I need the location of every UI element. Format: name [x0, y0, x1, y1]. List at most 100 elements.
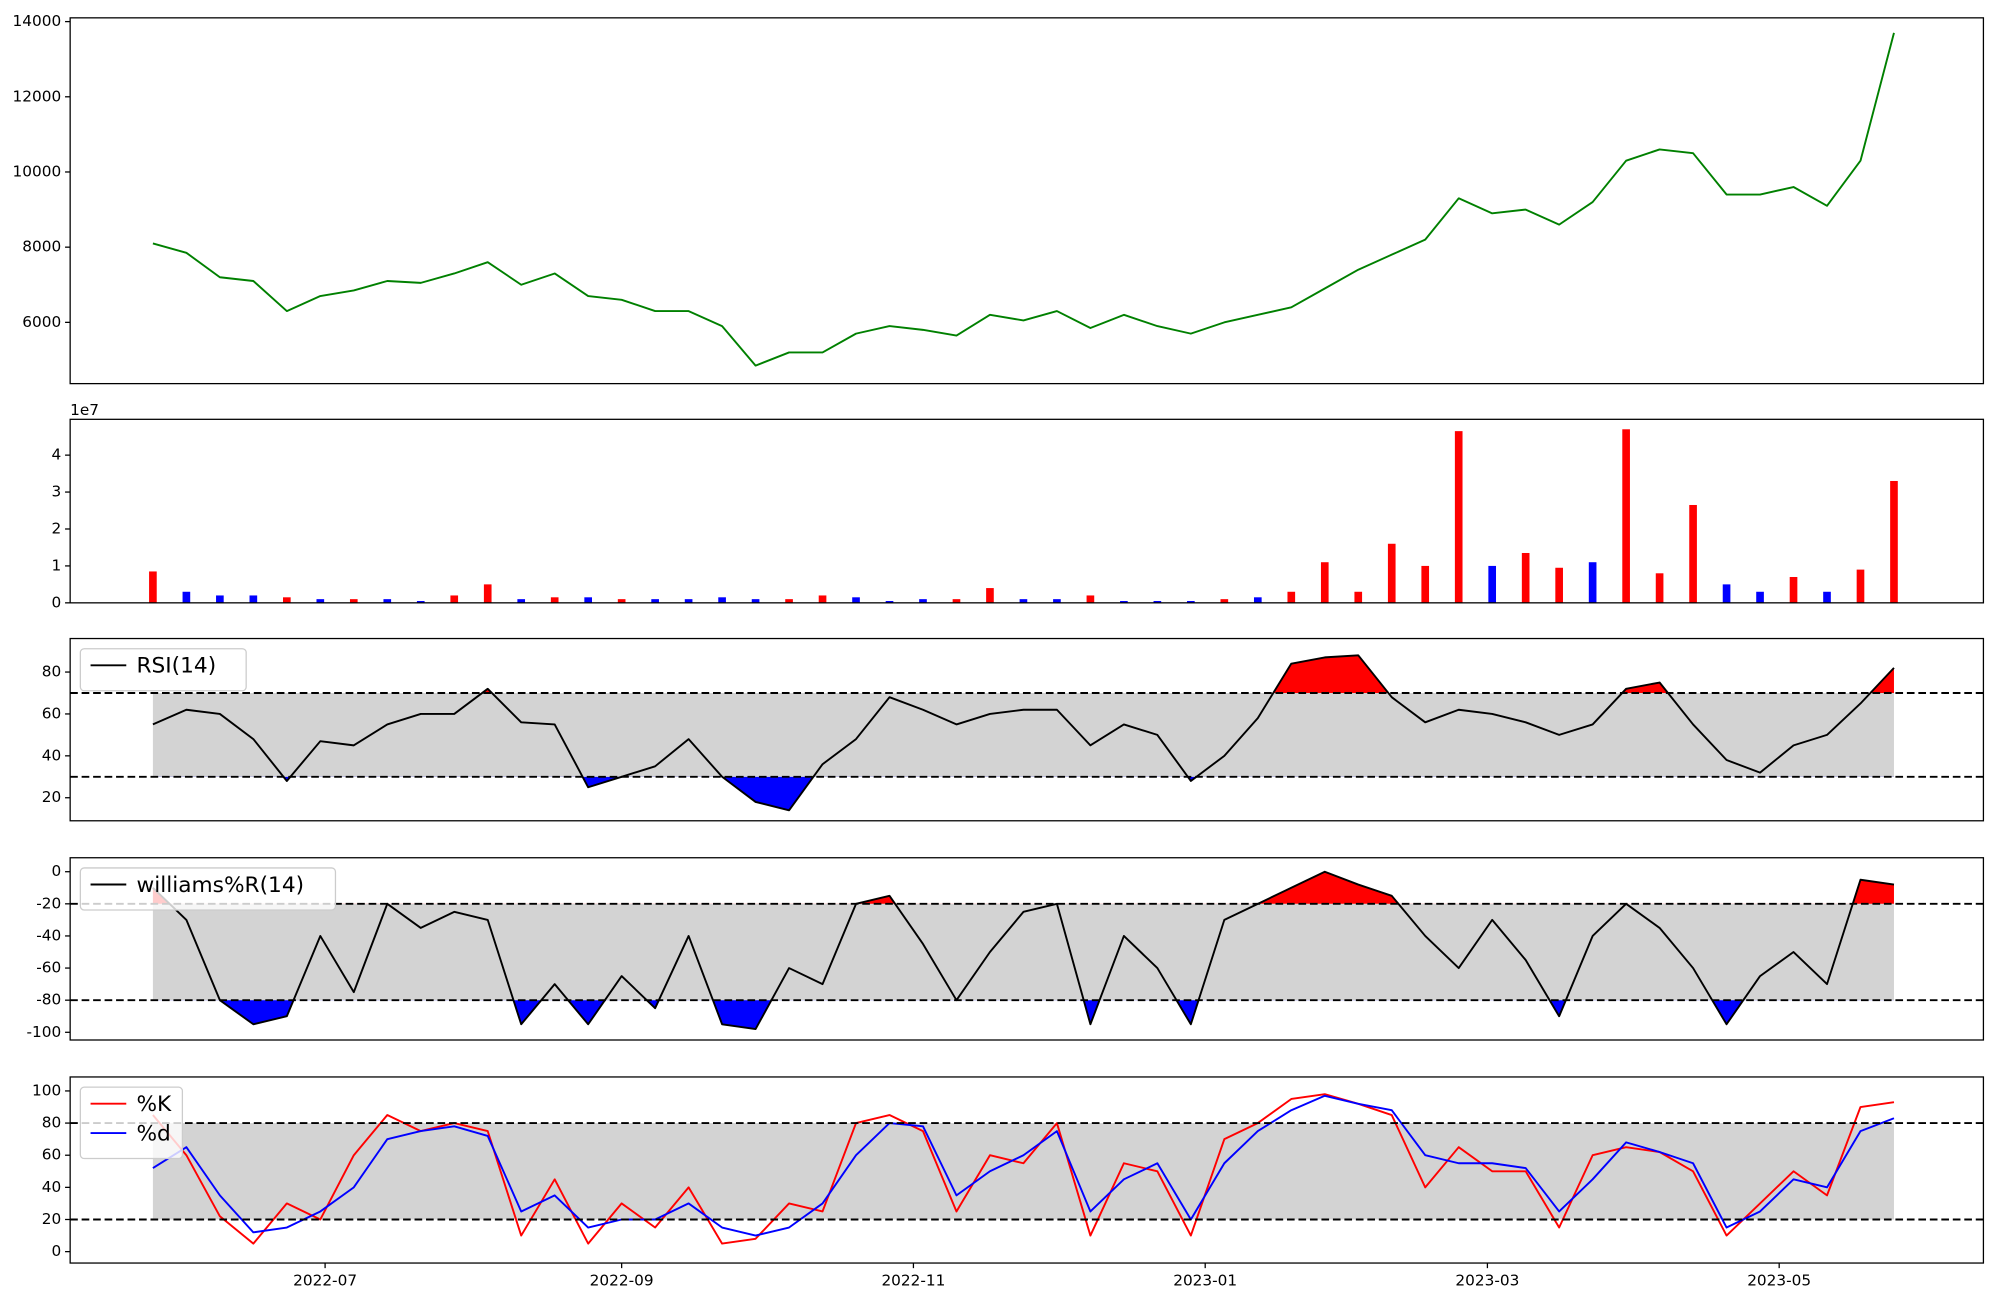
volume-bar	[216, 595, 224, 603]
panel-frame	[69, 1076, 1985, 1264]
volume-bar	[617, 599, 626, 603]
y-tick-label: 100	[32, 1081, 61, 1099]
y-tick-label: 20	[42, 1210, 61, 1228]
y-tick-label: 1	[51, 556, 61, 574]
legend-box	[79, 867, 337, 911]
volume-bar	[1756, 591, 1764, 603]
volume-bar	[818, 595, 827, 603]
volume-bar	[718, 597, 726, 603]
panel-frame	[69, 418, 1985, 604]
y-tick-label: 0	[51, 1242, 61, 1260]
x-tick-label: 2023-01	[1173, 1271, 1237, 1289]
y-tick-label: -100	[26, 1023, 61, 1041]
threshold-band	[152, 903, 1894, 1001]
volume-bar	[1789, 576, 1798, 603]
volume-bar	[1220, 599, 1229, 603]
volume-bar	[986, 588, 994, 603]
y-tick-label: 0	[51, 862, 61, 880]
volume-bar	[1856, 569, 1865, 603]
y-tick-label: 4	[51, 446, 61, 464]
volume-bar	[1555, 567, 1563, 603]
series-line	[152, 870, 1895, 1031]
volume-bar	[316, 599, 325, 603]
volume-bar	[1622, 429, 1630, 603]
y-tick-label: 10000	[13, 162, 62, 180]
x-tick-label: 2023-05	[1747, 1271, 1811, 1289]
y-tick-label: 0	[51, 593, 61, 611]
y-tick-label: 60	[42, 704, 61, 722]
volume-bar	[1823, 591, 1831, 603]
volume-bar	[349, 599, 358, 603]
y-tick-label: 12000	[13, 87, 62, 105]
volume-bar	[1655, 573, 1664, 603]
y-tick-label: 3	[51, 483, 61, 501]
threshold-band	[152, 1123, 1894, 1220]
oversold-fill	[152, 776, 1894, 811]
volume-bar	[1722, 584, 1731, 603]
y-tick-label: 80	[42, 663, 61, 681]
volume-bar	[1120, 600, 1128, 603]
series-line	[152, 654, 1895, 812]
threshold-band	[152, 692, 1894, 777]
x-tick-label: 2022-07	[293, 1271, 357, 1289]
y-tick-label: -40	[36, 926, 61, 944]
y-tick-label: 20	[42, 788, 61, 806]
y-tick-label: 40	[42, 746, 61, 764]
x-tick-label: 2022-09	[590, 1271, 654, 1289]
volume-bar	[1521, 552, 1530, 603]
legend-box	[79, 1086, 184, 1160]
y-tick-label: -60	[36, 959, 61, 977]
volume-bar	[1387, 543, 1396, 603]
x-tick-label: 2022-11	[881, 1271, 945, 1289]
volume-bar	[149, 571, 157, 603]
volume-bar	[1019, 599, 1028, 603]
volume-bar	[1086, 595, 1095, 603]
volume-bar	[1689, 504, 1697, 603]
volume-bar	[1053, 599, 1061, 603]
x-tick-label: 2023-03	[1455, 1271, 1519, 1289]
volume-bar	[584, 597, 592, 603]
y-tick-label: -80	[36, 991, 61, 1009]
volume-bar	[952, 599, 961, 603]
volume-bar	[450, 595, 459, 603]
volume-bar	[249, 595, 258, 603]
legend-label: %K	[136, 1092, 172, 1117]
volume-bar	[1890, 480, 1898, 603]
volume-bar	[1421, 565, 1430, 603]
volume-bar	[517, 599, 526, 603]
y-tick-label: 60	[42, 1146, 61, 1164]
y-tick-label: 80	[42, 1114, 61, 1132]
y-tick-label: -20	[36, 894, 61, 912]
legend-label: %d	[136, 1121, 170, 1146]
y-tick-label: 14000	[13, 12, 62, 30]
volume-bar	[651, 599, 659, 603]
legend-label: RSI(14)	[136, 654, 216, 679]
legend-label: williams%R(14)	[136, 873, 304, 898]
volume-bar	[283, 597, 291, 603]
volume-bar	[483, 584, 492, 603]
axis-offset: 1e7	[70, 401, 99, 419]
volume-bar	[751, 599, 760, 603]
volume-bar	[1354, 591, 1363, 603]
y-tick-label: 2	[51, 519, 61, 537]
legend-box	[79, 648, 247, 692]
volume-bar	[1253, 597, 1262, 603]
panel-frame	[69, 857, 1985, 1041]
volume-bar	[919, 599, 927, 603]
series-line	[152, 1093, 1895, 1245]
y-tick-label: 6000	[22, 313, 61, 331]
volume-bar	[416, 600, 425, 603]
volume-bar	[383, 599, 392, 603]
oversold-fill	[152, 1000, 1894, 1030]
volume-bar	[684, 599, 693, 603]
panel-frame	[69, 17, 1985, 385]
series-line	[152, 32, 1895, 367]
panel-frame	[69, 637, 1985, 822]
volume-bar	[182, 591, 191, 603]
volume-bar	[1187, 600, 1195, 603]
series-line	[152, 1094, 1895, 1237]
volume-bar	[550, 597, 559, 603]
y-tick-label: 8000	[22, 238, 61, 256]
volume-bar	[1454, 431, 1463, 603]
